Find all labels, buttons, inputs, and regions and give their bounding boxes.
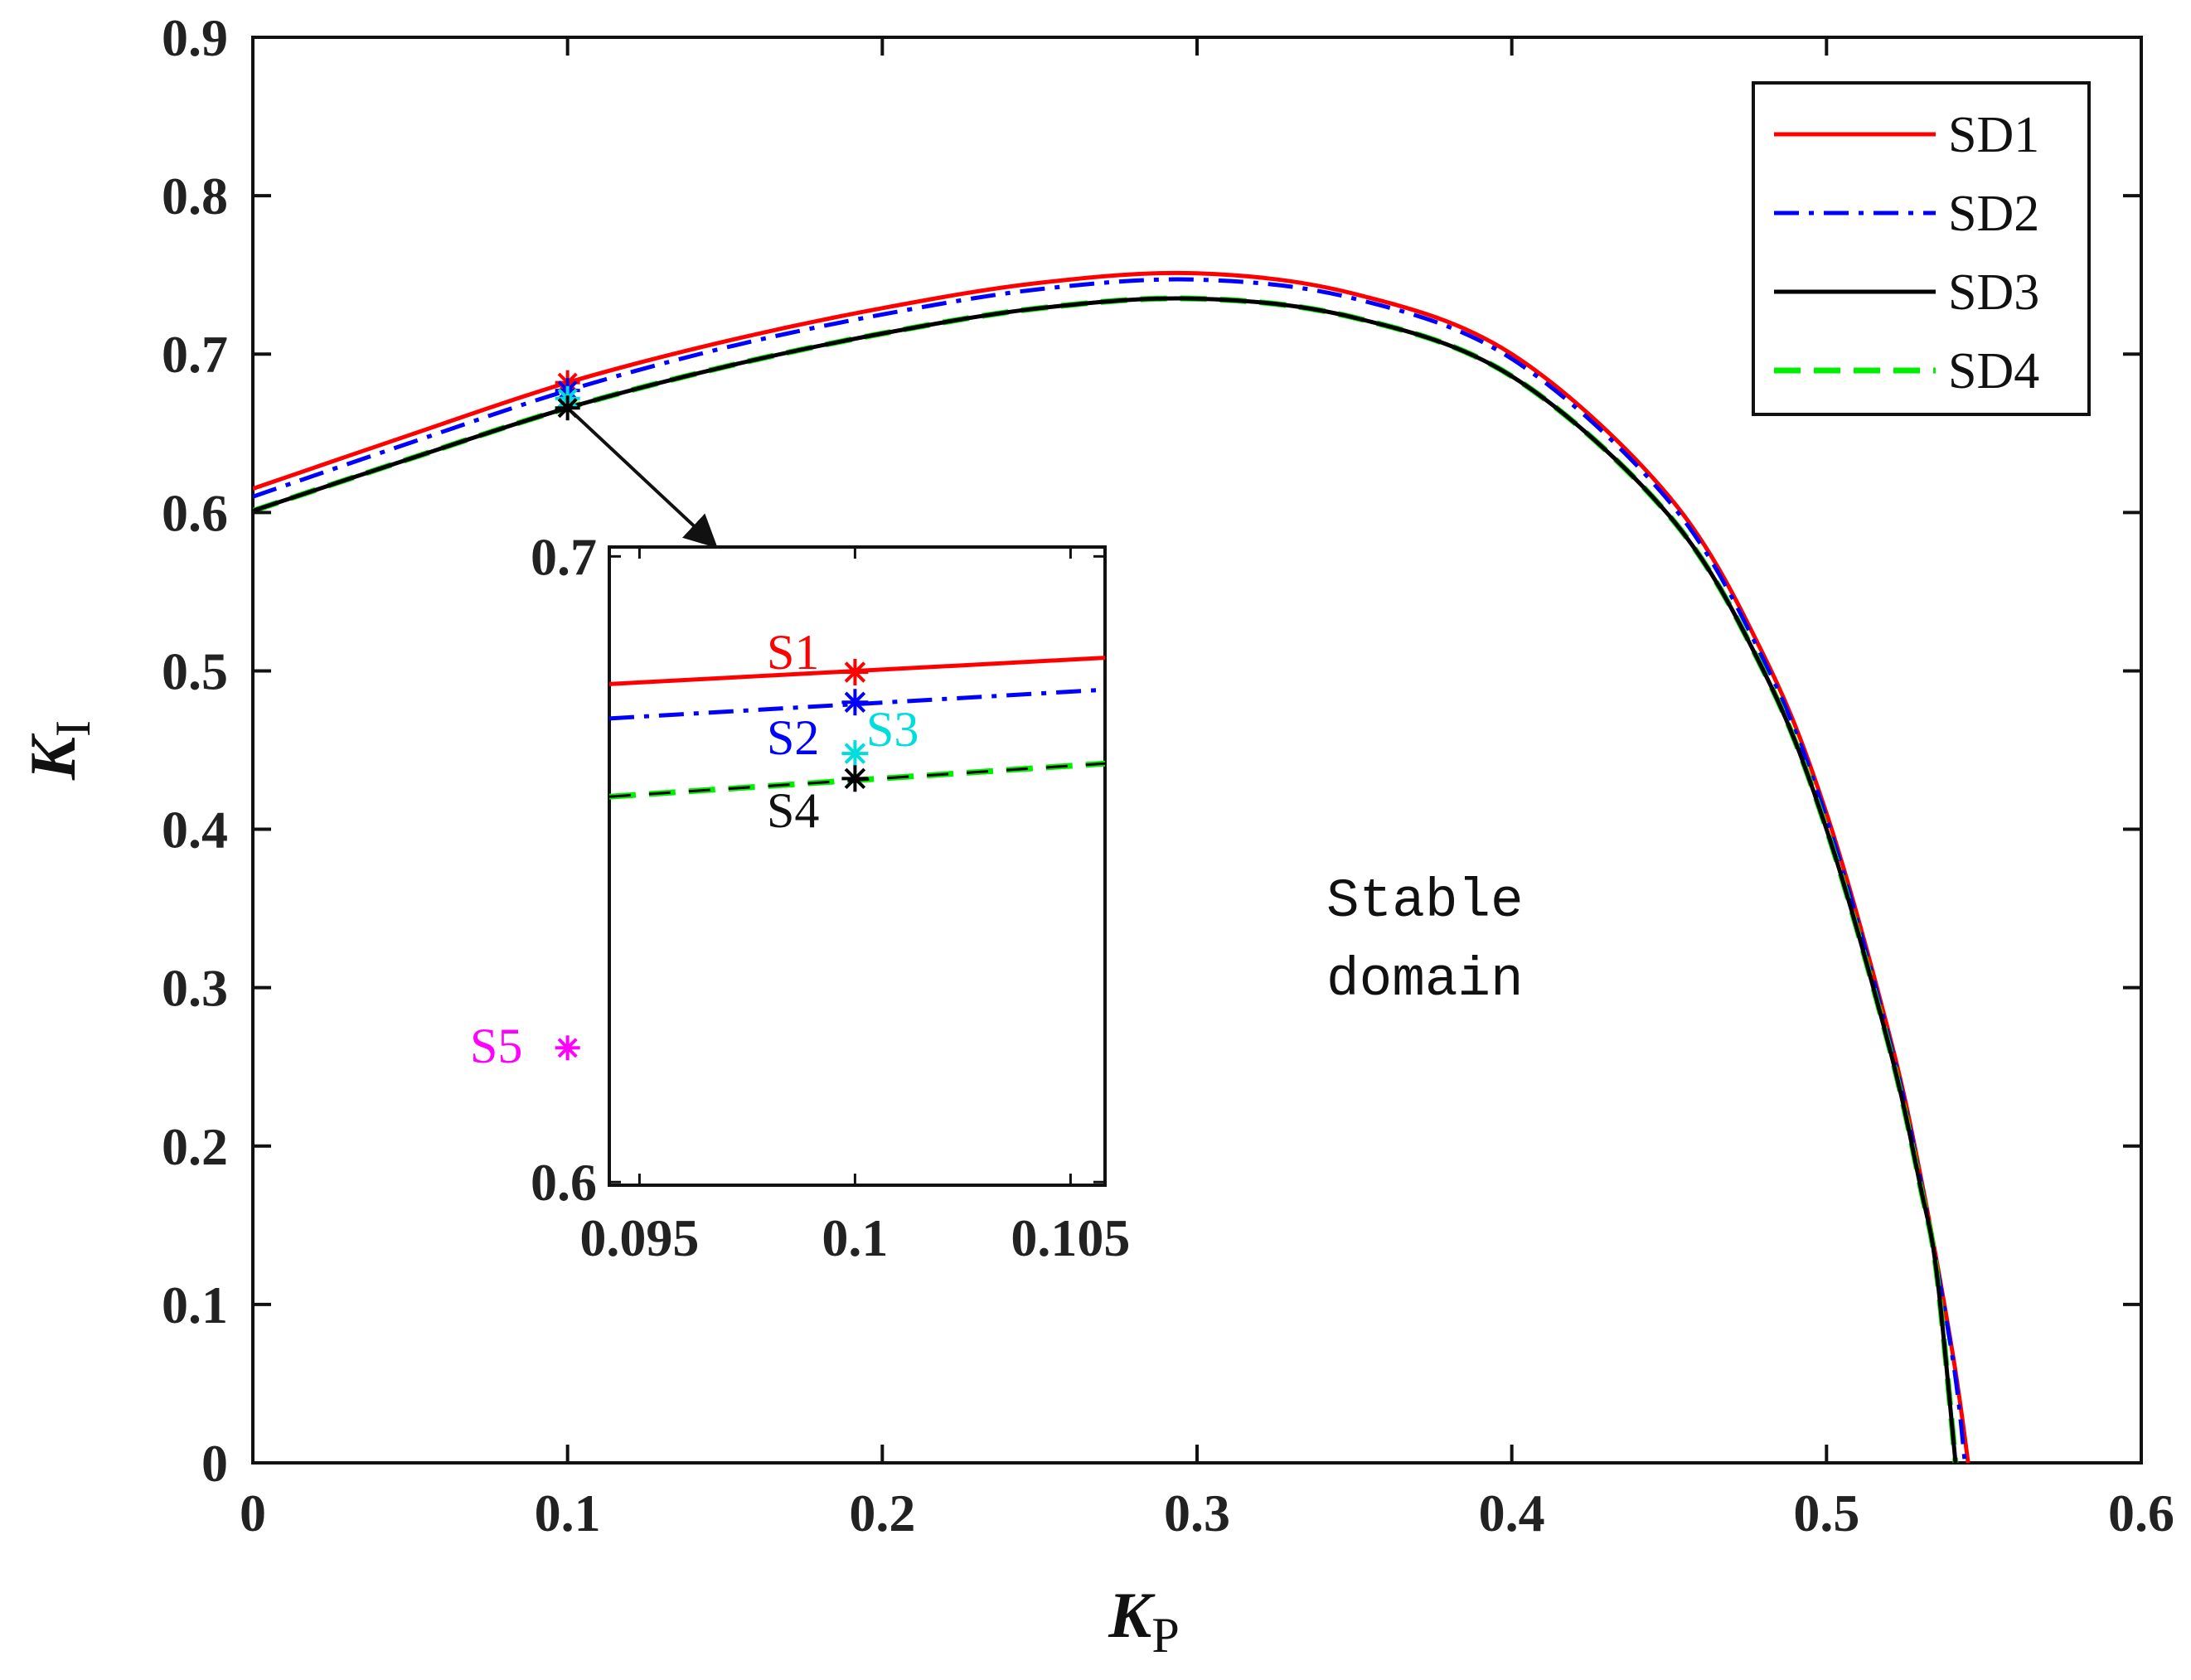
y-tick-label: 0.8	[162, 167, 228, 225]
x-tick-label: 0.5	[1793, 1484, 1859, 1542]
x-tick-label: 0.1	[535, 1484, 601, 1542]
inset-label-s2: S2	[767, 710, 819, 765]
annotation-domain: domain	[1326, 949, 1524, 1011]
inset-label-s3: S3	[866, 702, 919, 757]
inset-marker-s1	[841, 658, 869, 685]
inset-marker-s4	[841, 765, 869, 792]
legend-label-sd3: SD3	[1948, 264, 2039, 321]
y-tick-label: 0.7	[162, 325, 228, 384]
legend-label-sd2: SD2	[1948, 186, 2039, 242]
legend-box	[1752, 81, 2091, 416]
inset-x-tick-label: 0.095	[579, 1208, 699, 1267]
legend-label-sd4: SD4	[1948, 343, 2039, 399]
inset-marker-s3	[841, 740, 869, 767]
x-tick-label: 0.2	[849, 1484, 915, 1542]
y-tick-label: 0.9	[162, 8, 228, 67]
y-tick-label: 0.6	[162, 483, 228, 542]
inset-x-tick-label: 0.105	[1011, 1208, 1130, 1267]
series-sd3-overlay	[253, 297, 1957, 1463]
legend-label-sd1: SD1	[1948, 107, 2039, 163]
inset-series-sd2	[609, 687, 1105, 721]
x-axis-label: KP	[1108, 1579, 1179, 1663]
x-tick-label: 0.6	[2108, 1484, 2174, 1542]
inset-frame	[608, 545, 1107, 1187]
x-tick-label: 0	[240, 1484, 266, 1542]
inset-marker-s2	[841, 689, 869, 716]
inset-label-s1: S1	[767, 625, 819, 680]
x-tick-label: 0.4	[1479, 1484, 1545, 1542]
inset-label-s4: S4	[767, 783, 819, 838]
y-tick-label: 0.4	[162, 801, 228, 859]
annotation-stable: Stable	[1326, 870, 1524, 932]
zoom-arrow	[570, 410, 718, 549]
inset-x-tick-label: 0.1	[822, 1208, 888, 1267]
y-tick-label: 0.1	[162, 1276, 228, 1334]
y-tick-label: 0.5	[162, 641, 228, 700]
label-s5: S5	[470, 1019, 522, 1073]
y-tick-label: 0	[201, 1434, 228, 1493]
inset-y-tick-label: 0.7	[531, 527, 597, 586]
legend: SD1 SD2 SD3 SD4	[1752, 81, 2091, 416]
y-tick-label: 0.2	[162, 1117, 228, 1176]
marker-s5	[555, 1035, 580, 1061]
y-axis-label: KI	[17, 720, 100, 781]
y-axis-label-main: K	[17, 733, 89, 781]
y-tick-label: 0.3	[162, 959, 228, 1018]
x-tick-label: 0.3	[1164, 1484, 1230, 1542]
inset-y-tick-label: 0.6	[531, 1153, 597, 1212]
y-axis-label-sub: I	[46, 720, 100, 737]
x-axis-label-sub: P	[1151, 1608, 1179, 1663]
x-axis-label-main: K	[1108, 1579, 1156, 1651]
